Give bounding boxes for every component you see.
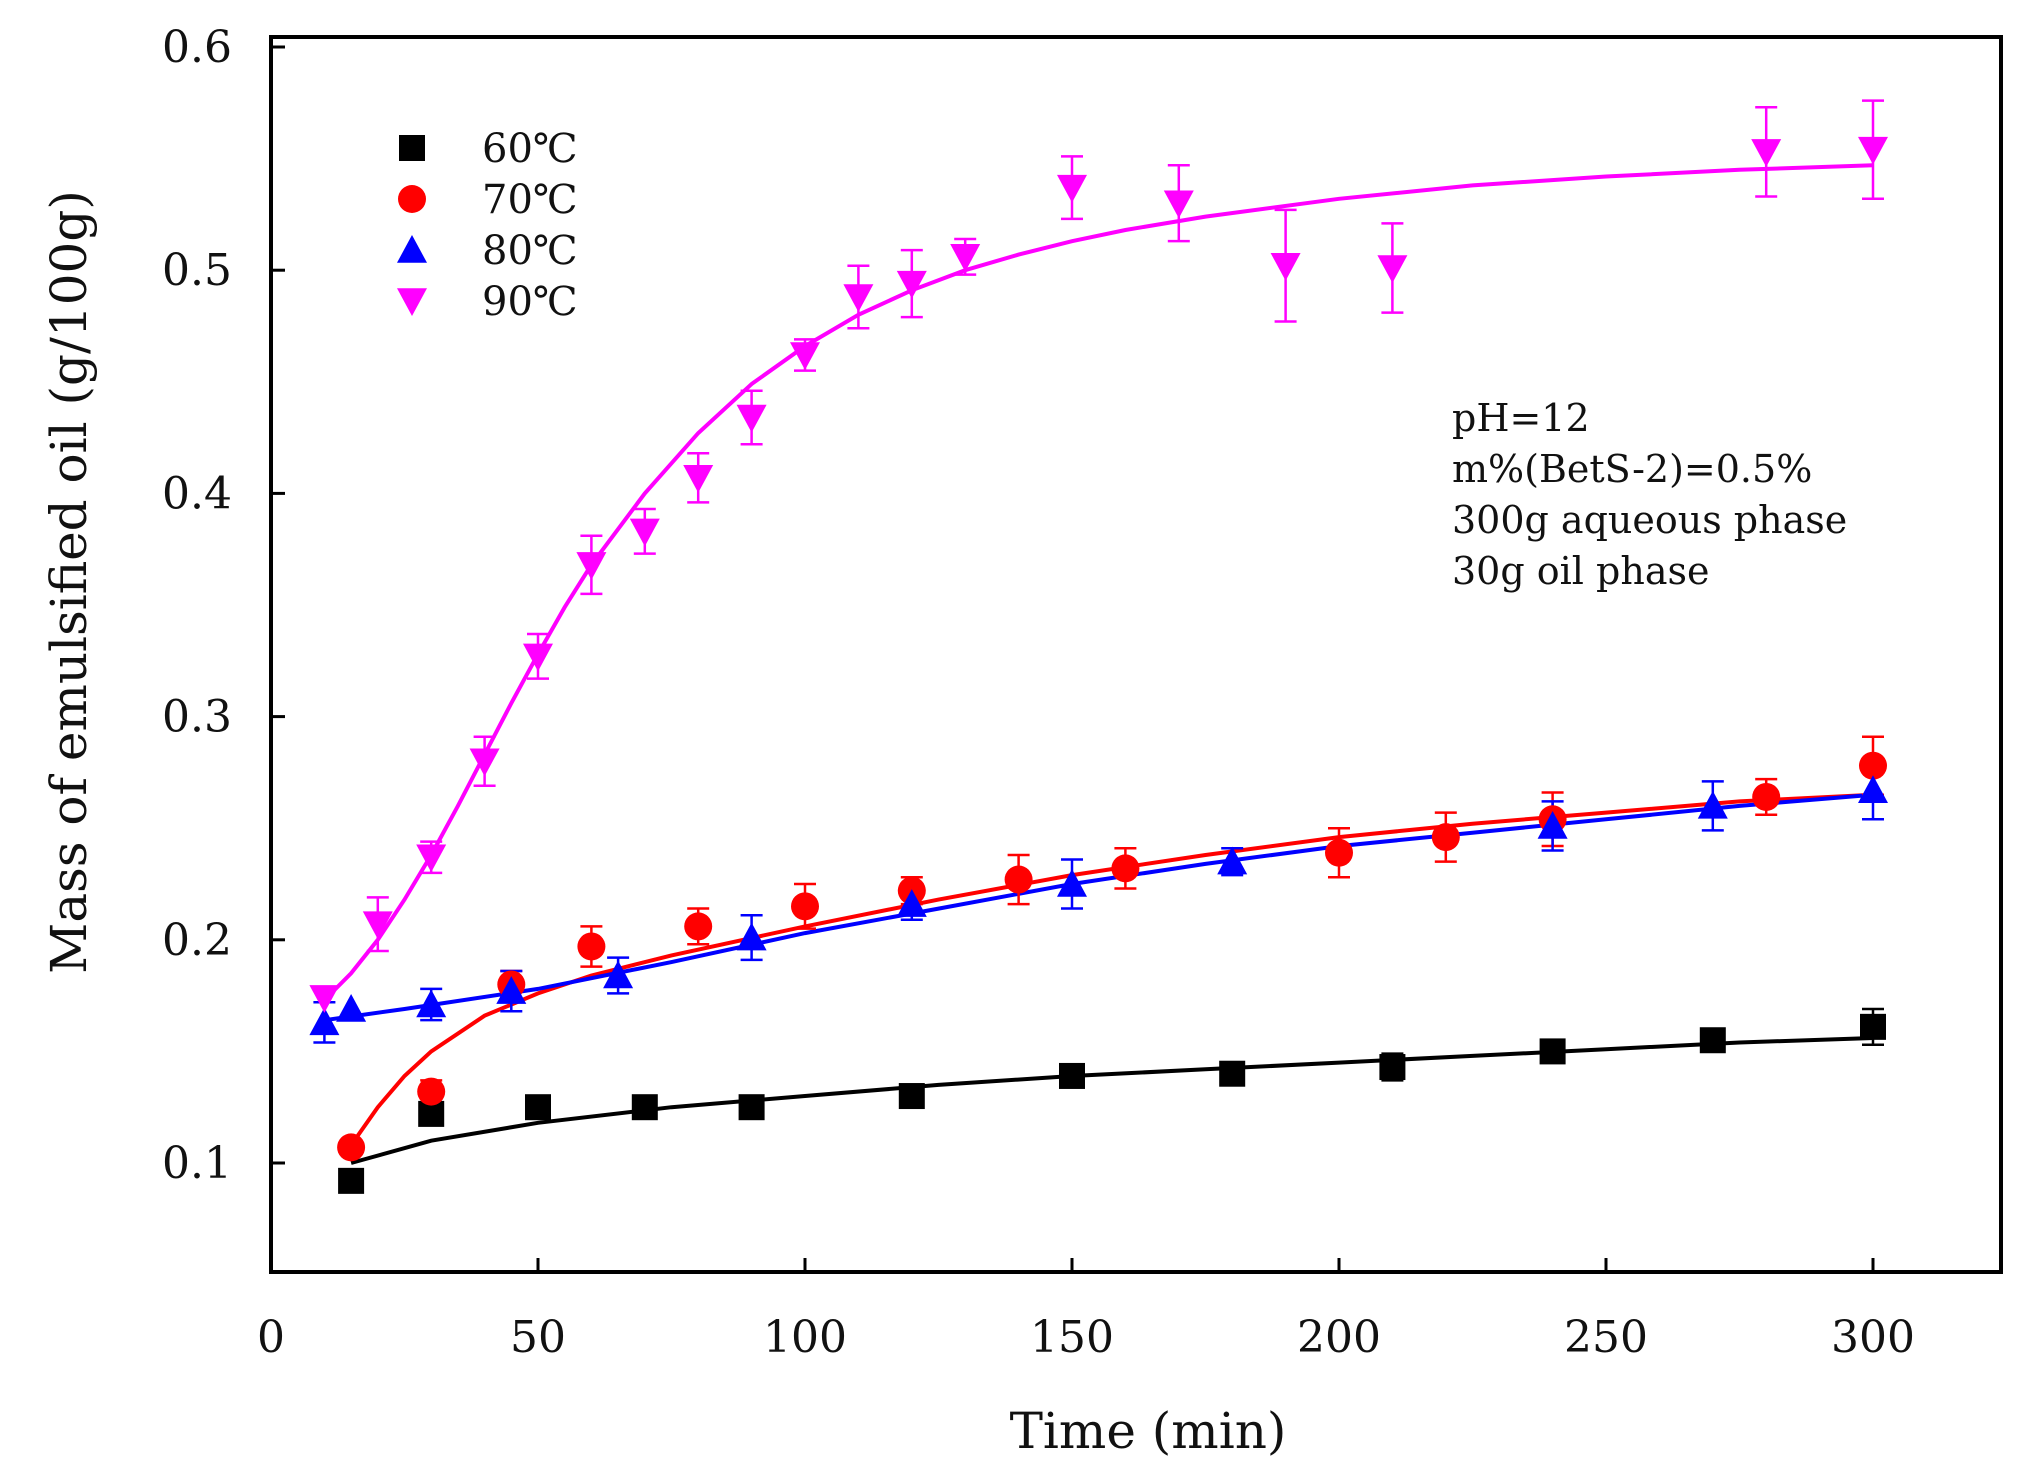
data-point-3	[629, 518, 660, 547]
data-point-2	[1217, 846, 1248, 875]
data-point-3	[1751, 139, 1782, 167]
data-point-0	[1860, 1013, 1886, 1040]
plot-frame	[269, 35, 2003, 1274]
data-point-2	[336, 993, 367, 1022]
legend-marker	[399, 135, 425, 161]
data-point-2	[496, 976, 527, 1004]
legend-label: 90℃	[482, 279, 578, 325]
legend-marker	[398, 185, 426, 213]
data-points	[309, 136, 1888, 1194]
data-point-3	[1858, 136, 1888, 165]
data-point-3	[309, 985, 340, 1013]
legend-marker	[397, 235, 427, 263]
data-point-1	[1325, 838, 1353, 867]
data-point-0	[1379, 1054, 1406, 1081]
y-tick-label: 0.1	[162, 1138, 232, 1189]
fit-curve-2	[324, 792, 1874, 1023]
x-axis-ticks: 0 50 100 150 200 250 300	[257, 1258, 1915, 1363]
data-point-3	[843, 284, 874, 312]
data-point-2	[416, 989, 447, 1018]
legend: 60℃ 70℃ 80℃ 90℃	[397, 126, 578, 325]
y-tick-label: 0.5	[162, 245, 232, 296]
data-point-0	[525, 1094, 551, 1121]
y-axis-title: Mass of emulsified oil (g/100g)	[40, 190, 98, 974]
x-tick-label: 0	[257, 1312, 285, 1363]
x-tick-label: 50	[510, 1312, 566, 1363]
x-tick-label: 100	[763, 1312, 847, 1363]
annotation-line: m%(BetS-2)=0.5%	[1452, 447, 1812, 491]
data-point-0	[1699, 1027, 1726, 1054]
data-point-3	[896, 270, 927, 299]
data-point-2	[1057, 869, 1087, 897]
data-point-1	[684, 912, 713, 941]
y-tick-label: 0.4	[162, 468, 232, 519]
data-point-3	[790, 342, 820, 371]
data-point-3	[469, 748, 500, 777]
y-tick-label: 0.6	[162, 22, 232, 73]
data-point-1	[1004, 865, 1033, 894]
data-point-0	[338, 1167, 365, 1194]
data-point-0	[898, 1083, 925, 1110]
legend-label: 80℃	[482, 228, 578, 274]
x-tick-label: 200	[1297, 1312, 1381, 1363]
x-axis-title: Time (min)	[1010, 1402, 1287, 1460]
data-point-1	[337, 1133, 366, 1162]
data-point-3	[1057, 174, 1087, 203]
data-point-0	[738, 1094, 765, 1121]
data-point-1	[577, 932, 606, 961]
data-point-2	[603, 960, 634, 989]
fit-curve-3	[322, 163, 1874, 1002]
x-tick-label: 150	[1030, 1312, 1114, 1363]
data-point-1	[1859, 751, 1887, 780]
x-tick-label: 250	[1564, 1312, 1648, 1363]
annotation-block: pH=12 m%(BetS-2)=0.5% 300g aqueous phase 30…	[1452, 396, 1847, 593]
legend-label: 70℃	[482, 177, 578, 223]
fit-curve-1	[349, 792, 1874, 1147]
data-point-2	[896, 889, 927, 917]
legend-label: 60℃	[482, 126, 578, 172]
data-point-1	[1431, 823, 1460, 852]
data-point-3	[362, 911, 393, 940]
annotation-line: 300g aqueous phase	[1452, 498, 1847, 542]
data-point-3	[1270, 252, 1301, 281]
data-point-2	[1858, 775, 1888, 804]
data-point-0	[1219, 1060, 1246, 1087]
data-point-3	[416, 844, 447, 873]
y-axis-ticks: 0.1 0.2 0.3 0.4 0.5 0.6	[162, 22, 285, 1189]
data-point-2	[736, 922, 767, 951]
data-point-3	[950, 244, 981, 272]
x-tick-label: 300	[1831, 1312, 1915, 1363]
data-point-3	[576, 552, 607, 580]
y-tick-label: 0.3	[162, 692, 232, 743]
data-point-0	[1539, 1038, 1566, 1065]
data-point-3	[736, 404, 767, 433]
data-point-3	[1377, 255, 1408, 283]
y-tick-label: 0.2	[162, 915, 232, 966]
annotation-line: 30g oil phase	[1452, 549, 1709, 593]
legend-marker	[397, 288, 427, 316]
data-point-3	[523, 643, 553, 672]
data-point-2	[1537, 810, 1568, 839]
data-point-1	[1111, 854, 1140, 883]
data-point-3	[1163, 190, 1194, 219]
data-point-1	[791, 892, 819, 921]
data-point-0	[1059, 1062, 1085, 1089]
data-point-2	[309, 1007, 340, 1036]
data-point-3	[683, 465, 714, 493]
data-point-2	[1697, 790, 1728, 819]
annotation-line: pH=12	[1452, 396, 1590, 440]
data-point-1	[1752, 782, 1781, 811]
fit-curve-0	[350, 1036, 1874, 1165]
data-point-0	[631, 1094, 658, 1121]
data-point-1	[417, 1077, 446, 1106]
